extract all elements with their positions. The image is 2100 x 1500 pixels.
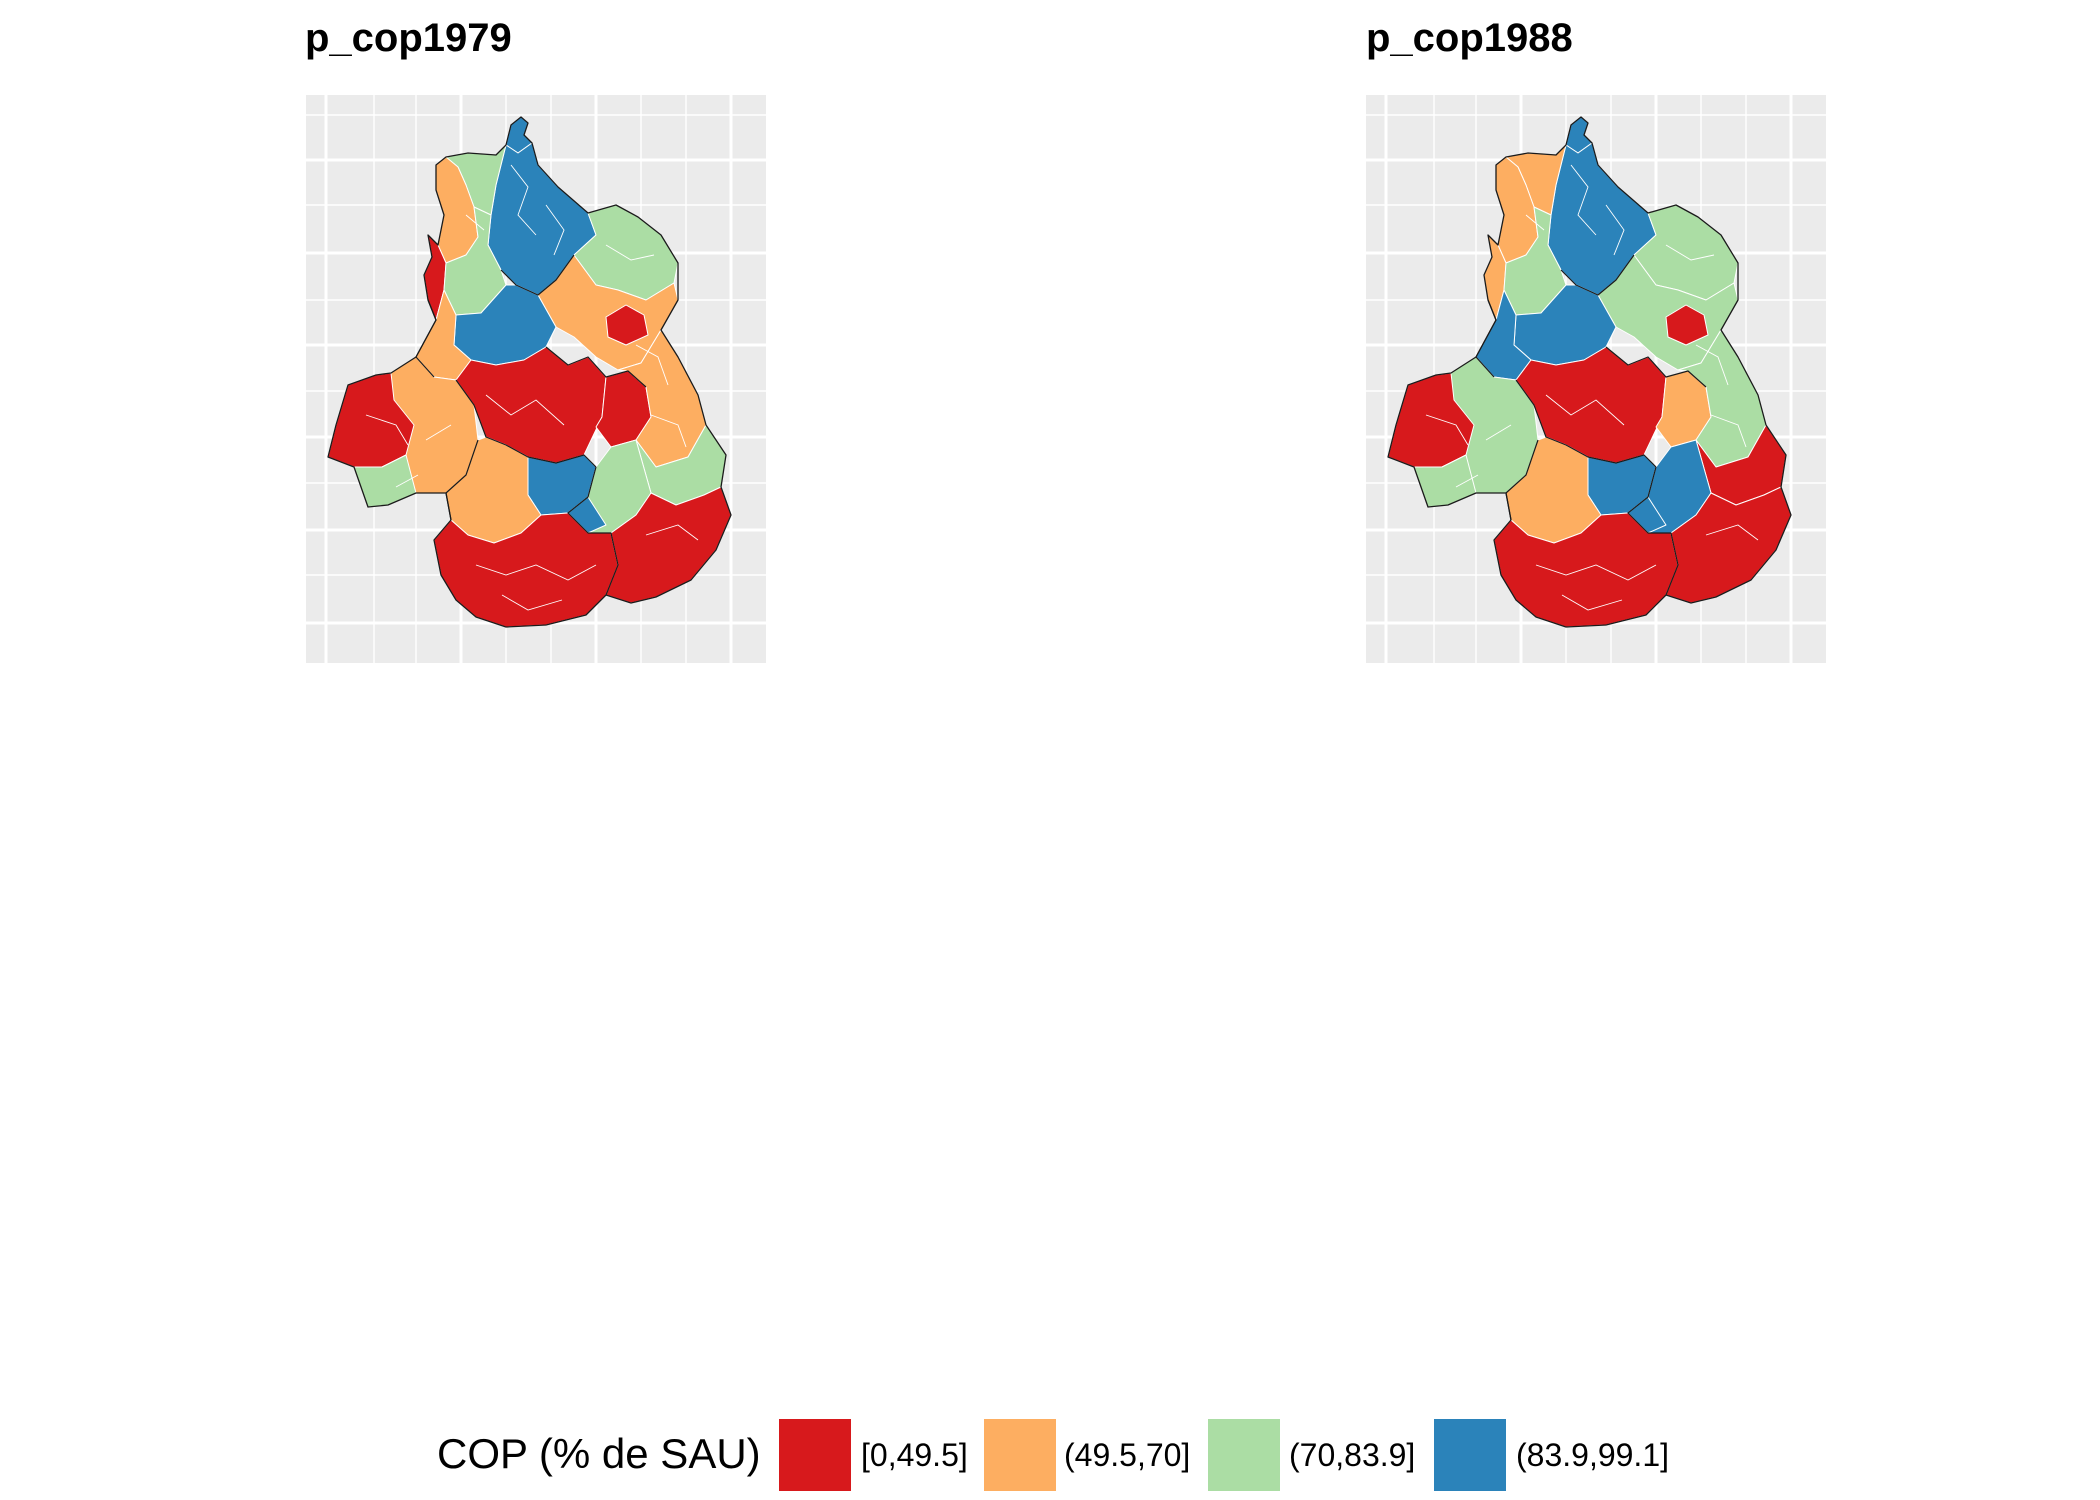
regions [1387, 116, 1792, 628]
legend-key-red [779, 1419, 851, 1491]
region-east-red-patch [1665, 304, 1709, 346]
regions [327, 116, 732, 628]
commune-line [425, 424, 452, 441]
commune-line [465, 214, 485, 231]
commune-lines [1425, 164, 1759, 611]
legend-key-green [1208, 1419, 1280, 1491]
legend-key-orange [984, 1419, 1056, 1491]
commune-line [475, 564, 597, 581]
commune-line [1695, 344, 1729, 386]
commune-line [635, 344, 669, 386]
commune-line [365, 414, 409, 446]
map-title-1979: p_cop1979 [305, 16, 512, 60]
commune-line [645, 524, 699, 541]
commune-line [485, 394, 565, 426]
legend-label-blue: (83.9,99.1] [1516, 1437, 1669, 1473]
choropleth-map [1366, 95, 1826, 663]
commune-line [1570, 164, 1597, 236]
commune-line [1665, 244, 1715, 261]
commune-line [510, 164, 537, 236]
commune-line [650, 414, 687, 448]
commune-line [1455, 474, 1479, 488]
commune-line [605, 244, 655, 261]
department-border [567, 466, 619, 596]
choropleth-map [306, 95, 766, 663]
map-panel-1988 [1366, 95, 1826, 663]
region-outline [327, 116, 732, 628]
legend-label-green: (70,83.9] [1289, 1437, 1416, 1473]
commune-line [545, 204, 565, 256]
department-border [1515, 379, 1657, 468]
commune-lines [365, 164, 699, 611]
commune-line [1710, 414, 1747, 448]
map-title-1988: p_cop1988 [1366, 16, 1573, 60]
department-border [1605, 346, 1707, 388]
legend-key-blue [1434, 1419, 1506, 1491]
commune-line [1705, 524, 1759, 541]
department-border [1560, 254, 1635, 296]
commune-line [1605, 204, 1625, 256]
department-border [1627, 466, 1679, 596]
department-border [500, 254, 575, 296]
commune-line [1525, 214, 1545, 231]
department-border [455, 379, 597, 468]
legend-label-red: [0,49.5] [861, 1437, 968, 1473]
commune-line [1561, 594, 1623, 611]
commune-line [1535, 564, 1657, 581]
department-border [545, 346, 647, 388]
region-east-red-patch [605, 304, 649, 346]
commune-line [395, 474, 419, 488]
commune-line [1485, 424, 1512, 441]
region-outline [1387, 116, 1792, 628]
commune-line [1425, 414, 1469, 446]
legend-title: COP (% de SAU) [437, 1430, 761, 1477]
map-panel-1979 [306, 95, 766, 663]
legend-label-orange: (49.5,70] [1064, 1437, 1191, 1473]
commune-line [1545, 394, 1625, 426]
commune-line [501, 594, 563, 611]
